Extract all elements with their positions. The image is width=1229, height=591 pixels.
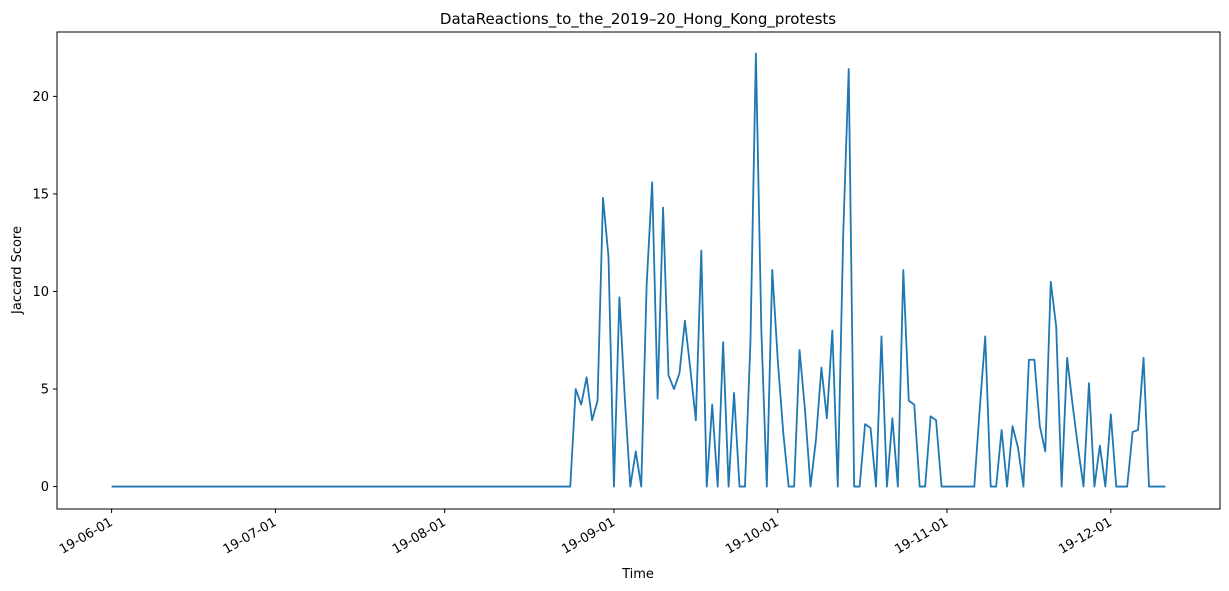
y-tick-label: 0 xyxy=(41,480,49,495)
x-axis-label: Time xyxy=(621,567,654,582)
x-tick-label: 19-08-01 xyxy=(390,515,449,557)
y-tick-label: 20 xyxy=(32,90,49,105)
y-tick-label: 5 xyxy=(41,383,49,398)
chart-title: DataReactions_to_the_2019–20_Hong_Kong_p… xyxy=(440,10,836,29)
x-tick-label: 19-06-01 xyxy=(57,515,116,557)
line xyxy=(111,52,1166,488)
x-tick-label: 19-07-01 xyxy=(221,515,280,557)
y-tick-label: 15 xyxy=(32,187,49,202)
y-axis-label: Jaccard Score xyxy=(10,226,25,315)
x-tick-label: 19-11-01 xyxy=(892,515,951,557)
y-tick-label: 10 xyxy=(32,285,49,300)
x-tick-label: 19-10-01 xyxy=(723,515,782,557)
plot-frame xyxy=(56,31,1221,510)
x-tick-label: 19-12-01 xyxy=(1056,515,1115,557)
x-tick-label: 19-09-01 xyxy=(559,515,618,557)
